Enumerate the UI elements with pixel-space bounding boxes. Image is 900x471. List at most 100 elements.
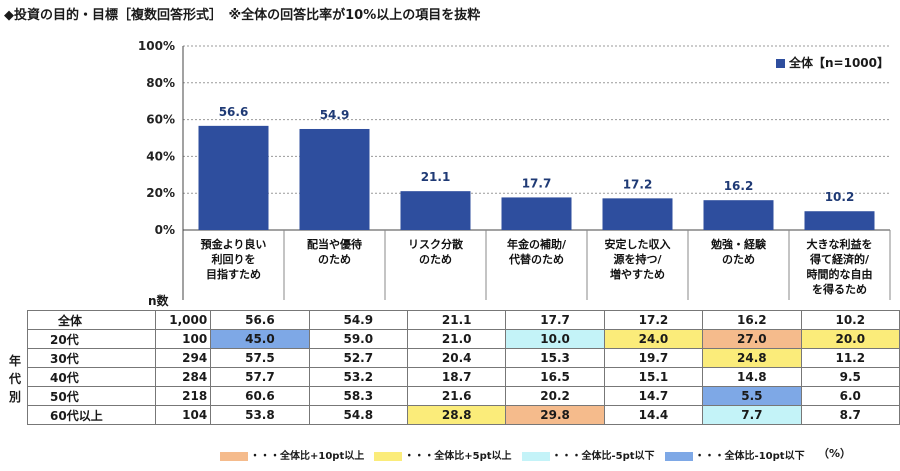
- table-row: 50代 218 60.6 58.3 21.6 20.2 14.7 5.5 6.0: [27, 386, 900, 406]
- y-tick-label: 20%: [146, 186, 175, 200]
- table-cell: 16.2: [702, 310, 802, 330]
- table-cell: 29.8: [505, 405, 605, 425]
- category-label: 大きな利益を得て経済的/時間的な自由を得るため: [807, 237, 873, 296]
- row-label: 20代: [27, 329, 156, 349]
- table-cell: 52.7: [308, 348, 408, 368]
- table-cell: 24.0: [603, 329, 704, 349]
- table-cell: 28.8: [406, 405, 507, 425]
- age-group-label: 年代別: [6, 352, 24, 406]
- table-cell: 5.5: [702, 386, 802, 406]
- table-cell: 20.2: [505, 386, 605, 406]
- highlight-legend-label: ・・・全体比-5pt以下: [551, 451, 655, 462]
- data-table: 全体 1,000 56.6 54.9 21.1 17.7 17.2 16.2 10.2 20代 10…: [27, 310, 900, 425]
- row-label: 全体: [27, 310, 156, 330]
- bar-chart: 0% 20% 40% 60% 80% 100% 56.6 預金より良い利回りを目指すため 54.…: [138, 39, 891, 300]
- data-label: 56.6: [219, 105, 249, 119]
- unit-label: （%）: [818, 447, 852, 460]
- n-column-label: n数: [148, 294, 169, 308]
- data-label: 17.2: [623, 177, 653, 191]
- row-n: 1,000: [154, 310, 212, 330]
- highlight-swatch: [220, 451, 248, 461]
- table-cell: 45.0: [210, 329, 310, 349]
- highlight-swatch: [521, 451, 550, 461]
- table-cell: 9.5: [800, 367, 900, 387]
- table-cell: 58.3: [308, 386, 408, 406]
- table-cell: 56.6: [210, 310, 310, 330]
- row-n: 284: [154, 367, 212, 387]
- highlight-legend-label: ・・・全体比+5pt以上: [404, 451, 512, 462]
- data-label: 16.2: [724, 179, 754, 193]
- bar: [703, 200, 774, 230]
- table-cell: 21.0: [406, 329, 507, 349]
- table-cell: 15.3: [505, 348, 605, 368]
- legend-label: 全体【n=1000】: [789, 56, 889, 70]
- table-cell: 15.1: [603, 367, 704, 387]
- table-cell: 16.5: [505, 367, 605, 387]
- table-cell: 27.0: [702, 329, 802, 349]
- table-cell: 10.0: [505, 329, 605, 349]
- table-cell: 57.7: [210, 367, 310, 387]
- table-row: 20代 100 45.0 59.0 21.0 10.0 24.0 27.0 20.0: [27, 329, 900, 349]
- y-tick-label: 80%: [146, 76, 175, 90]
- highlight-legend-label: ・・・全体比+10pt以上: [250, 451, 365, 462]
- table-cell: 21.1: [406, 310, 507, 330]
- table-cell: 7.7: [702, 405, 802, 425]
- row-label: 50代: [27, 386, 156, 406]
- bar: [299, 128, 370, 230]
- table-cell: 54.8: [308, 405, 408, 425]
- data-label: 21.1: [421, 170, 451, 184]
- table-cell: 53.8: [210, 405, 310, 425]
- table-cell: 57.5: [210, 348, 310, 368]
- row-label: 30代: [27, 348, 156, 368]
- table-cell: 21.6: [406, 386, 507, 406]
- age-group-char: 代: [8, 372, 21, 386]
- highlight-swatch: [374, 451, 403, 461]
- age-group-char: 年: [8, 354, 21, 368]
- row-n: 100: [154, 329, 212, 349]
- row-n: 294: [154, 348, 212, 368]
- row-n: 104: [154, 405, 212, 425]
- table-cell: 10.2: [800, 310, 900, 330]
- table-cell: 59.0: [308, 329, 408, 349]
- highlight-legend-label: ・・・全体比-10pt以下: [694, 451, 805, 462]
- table-cell: 14.7: [603, 386, 704, 406]
- category-label: リスク分散のため: [408, 237, 464, 266]
- bar: [501, 197, 572, 230]
- table-cell: 19.7: [603, 348, 704, 368]
- category-label: 年金の補助/代替のため: [507, 237, 567, 266]
- highlight-legend-item: ・・・全体比+10pt以上: [220, 447, 364, 462]
- data-label: 10.2: [825, 190, 855, 204]
- y-tick-label: 0%: [155, 223, 175, 237]
- highlight-legend-item: ・・・全体比+5pt以上: [374, 447, 512, 462]
- highlight-swatch: [664, 451, 693, 461]
- table-cell: 17.2: [603, 310, 704, 330]
- table-cell: 11.2: [800, 348, 900, 368]
- chart-legend: 全体【n=1000】: [776, 54, 889, 71]
- table-row: 60代以上 104 53.8 54.8 28.8 29.8 14.4 7.7 8.7: [27, 405, 900, 425]
- row-n: 218: [154, 386, 212, 406]
- bar: [400, 191, 471, 230]
- row-label: 40代: [27, 367, 156, 387]
- highlight-legend: ・・・全体比+10pt以上 ・・・全体比+5pt以上 ・・・全体比-5pt以下 ・・・…: [220, 447, 815, 462]
- y-tick-label: 60%: [146, 113, 175, 127]
- bar: [602, 198, 673, 230]
- table-row: 30代 294 57.5 52.7 20.4 15.3 19.7 24.8 11.2: [27, 348, 900, 368]
- bar: [198, 125, 269, 230]
- table-cell: 53.2: [308, 367, 408, 387]
- category-label: 預金より良い利回りを目指すため: [201, 237, 267, 281]
- highlight-legend-item: ・・・全体比-5pt以下: [521, 447, 655, 462]
- table-cell: 20.0: [800, 329, 900, 349]
- table-cell: 6.0: [800, 386, 900, 406]
- table-row: 40代 284 57.7 53.2 18.7 16.5 15.1 14.8 9.5: [27, 367, 900, 387]
- bar: [804, 211, 875, 230]
- table-cell: 18.7: [406, 367, 507, 387]
- table-row: 全体 1,000 56.6 54.9 21.1 17.7 17.2 16.2 10.2: [27, 310, 900, 330]
- age-group-char: 別: [8, 390, 21, 404]
- chart-title: ◆投資の目的・目標［複数回答形式］ ※全体の回答比率が10%以上の項目を抜粋: [4, 8, 481, 23]
- y-tick-label: 100%: [138, 39, 175, 53]
- data-label: 17.7: [522, 176, 552, 190]
- category-label: 安定した収入源を持つ/増やすため: [605, 237, 671, 281]
- category-label: 配当や優待のため: [307, 237, 362, 266]
- table-cell: 54.9: [308, 310, 408, 330]
- table-cell: 20.4: [406, 348, 507, 368]
